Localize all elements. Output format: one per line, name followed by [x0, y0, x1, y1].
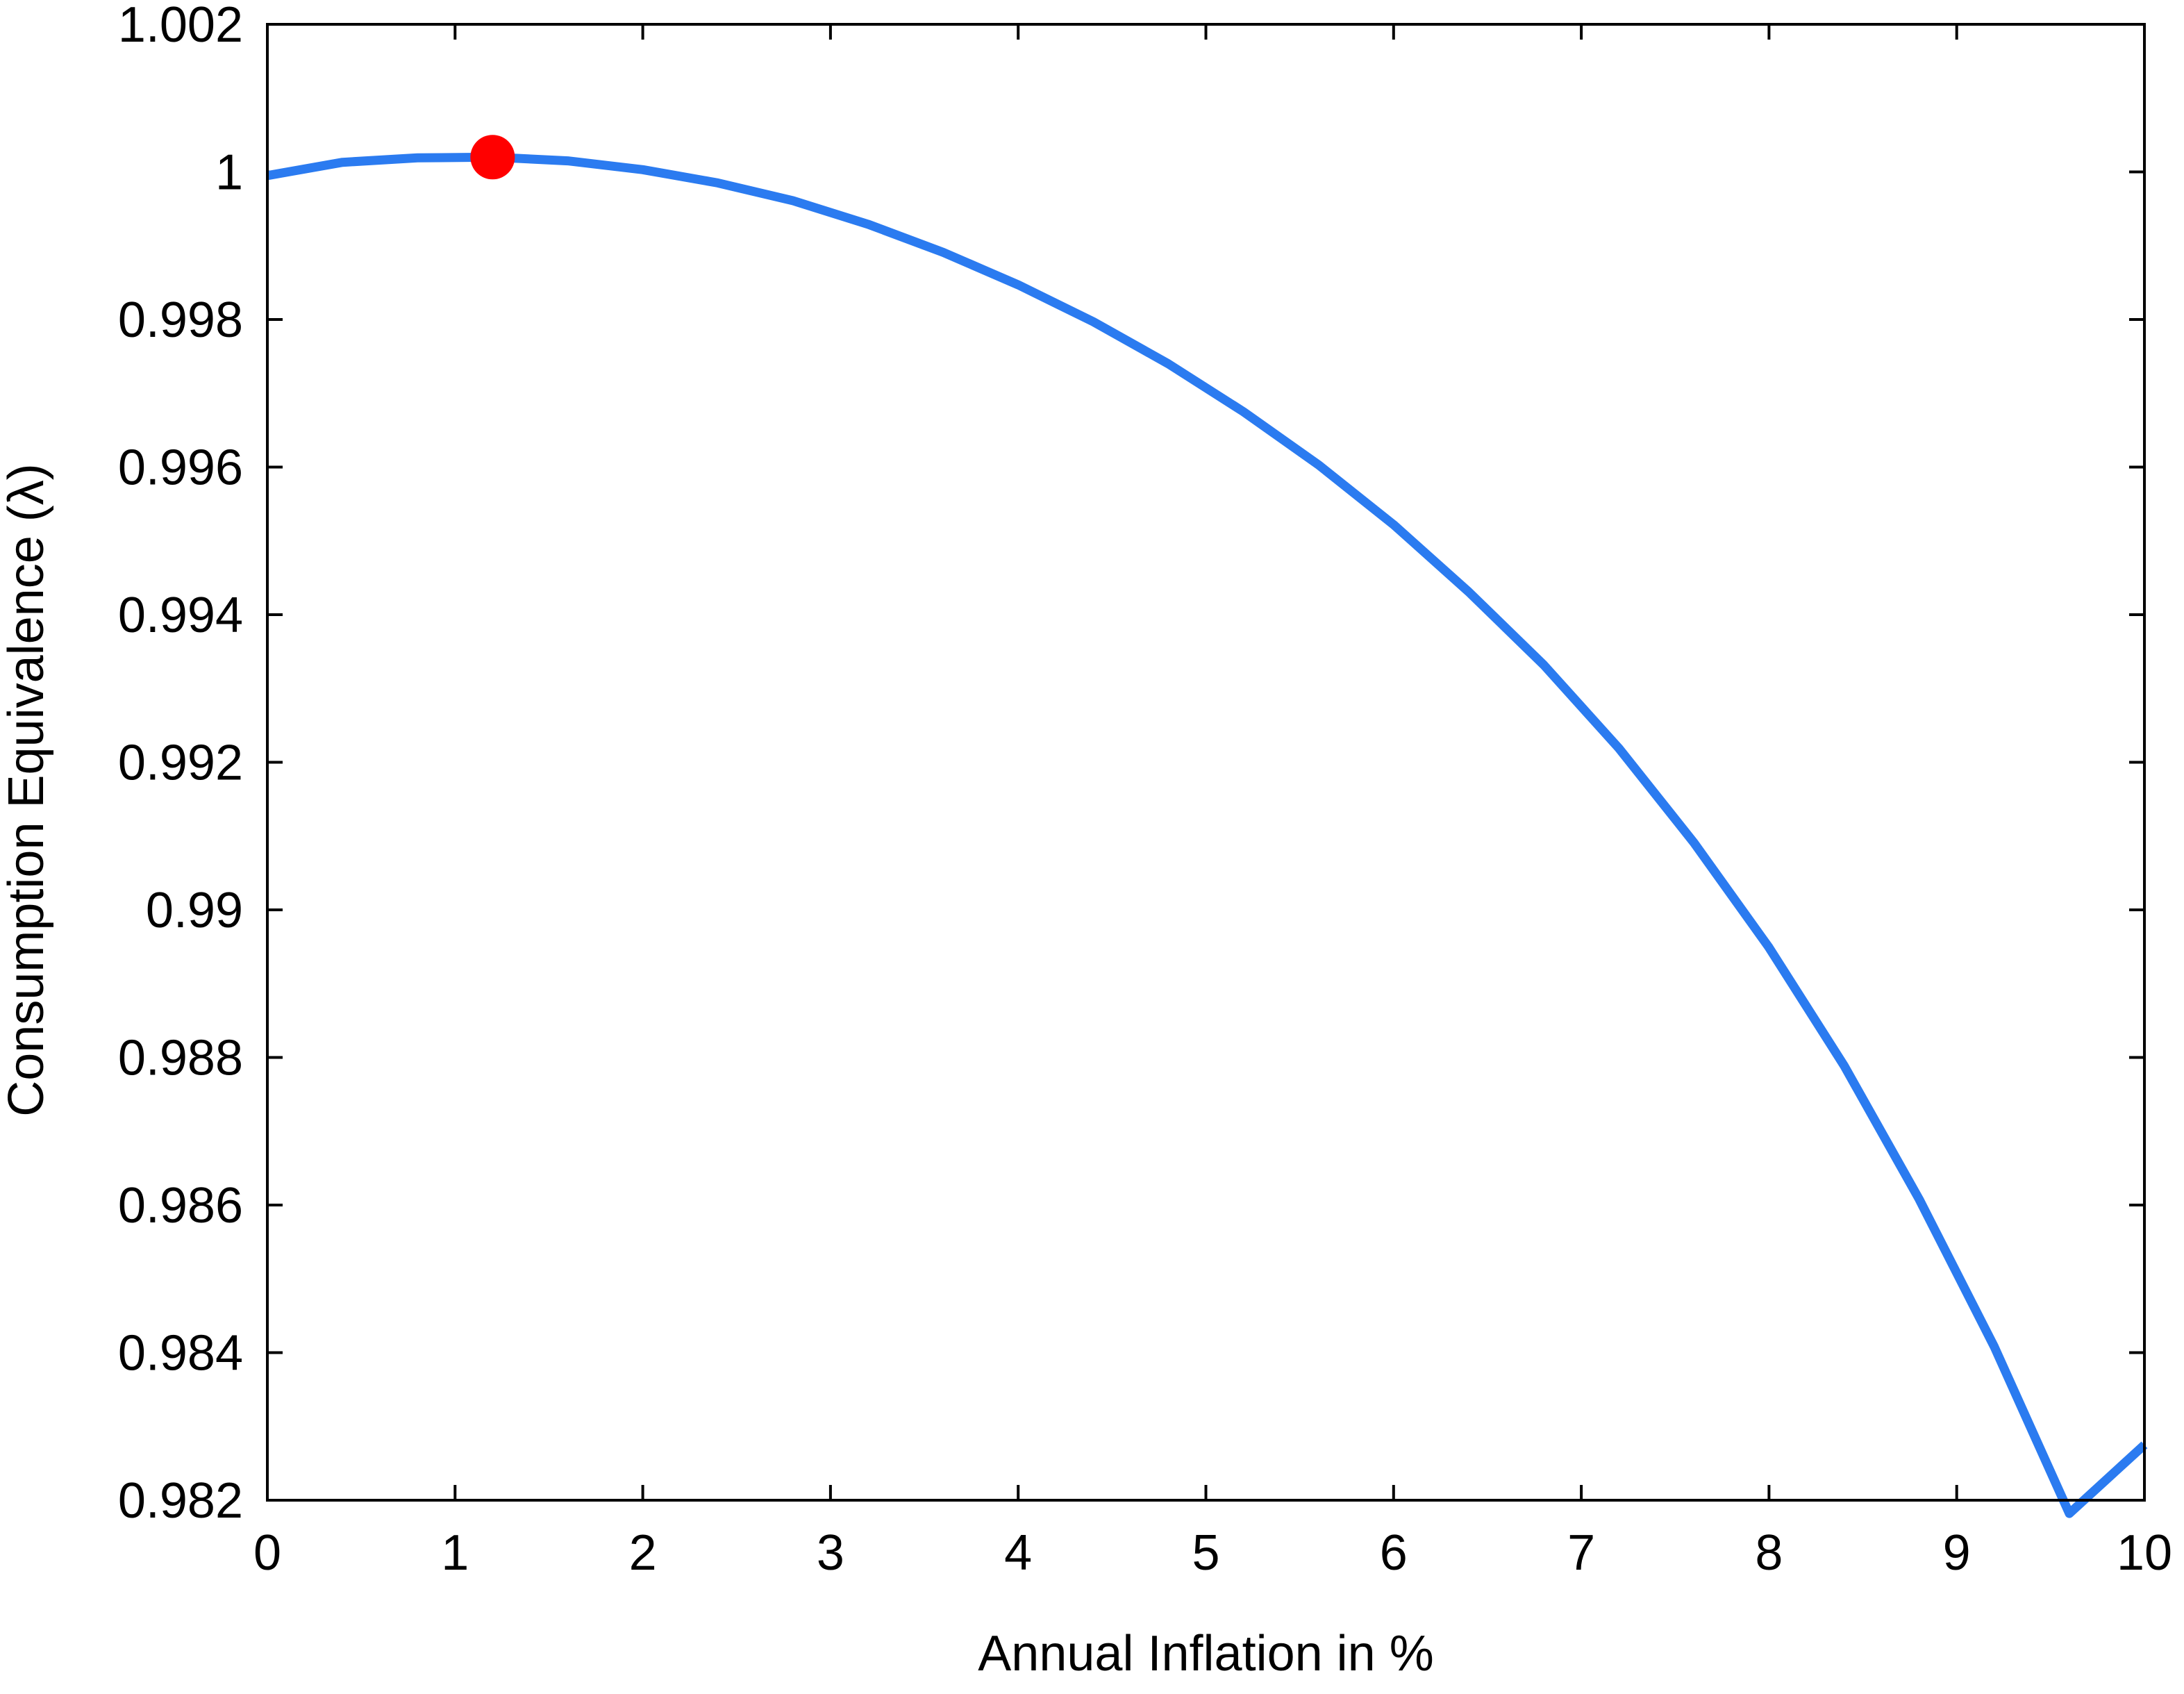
x-axis-title: Annual Inflation in %: [978, 1626, 1433, 1681]
y-tick-label: 0.992: [118, 736, 243, 791]
x-tick-label: 7: [1567, 1525, 1595, 1581]
x-tick-label: 4: [1004, 1525, 1032, 1581]
y-tick-label: 1: [215, 145, 243, 201]
y-tick-label: 0.994: [118, 588, 243, 643]
y-tick-label: 0.99: [146, 883, 243, 938]
x-axis-ticks: 0 1 2 3 4 5 6 7 8 9 10: [253, 24, 2172, 1581]
x-tick-label: 10: [2117, 1525, 2172, 1581]
series-line: [266, 152, 2148, 1518]
x-tick-label: 3: [817, 1525, 844, 1581]
highlight-point: [470, 135, 515, 180]
plot-frame: [266, 23, 2146, 1502]
y-axis-title: Consumption Equivalence (λ): [0, 463, 54, 1116]
x-tick-label: 2: [629, 1525, 657, 1581]
x-tick-label: 9: [1943, 1525, 1971, 1581]
x-tick-label: 0: [253, 1525, 281, 1581]
y-axis-ticks: 0.982 0.984 0.986 0.988 0.99 0.992 0.994 0.996 0…: [118, 0, 2144, 1529]
x-tick-label: 5: [1192, 1525, 1219, 1581]
y-tick-label: 0.984: [118, 1326, 243, 1381]
x-tick-label: 8: [1755, 1525, 1783, 1581]
x-tick-label: 6: [1380, 1525, 1408, 1581]
y-tick-label: 0.998: [118, 292, 243, 348]
y-tick-label: 0.988: [118, 1031, 243, 1086]
y-tick-label: 0.996: [118, 440, 243, 496]
y-tick-label: 1.002: [118, 0, 243, 53]
y-tick-label: 0.986: [118, 1178, 243, 1234]
x-tick-label: 1: [441, 1525, 469, 1581]
y-tick-label: 0.982: [118, 1473, 243, 1529]
